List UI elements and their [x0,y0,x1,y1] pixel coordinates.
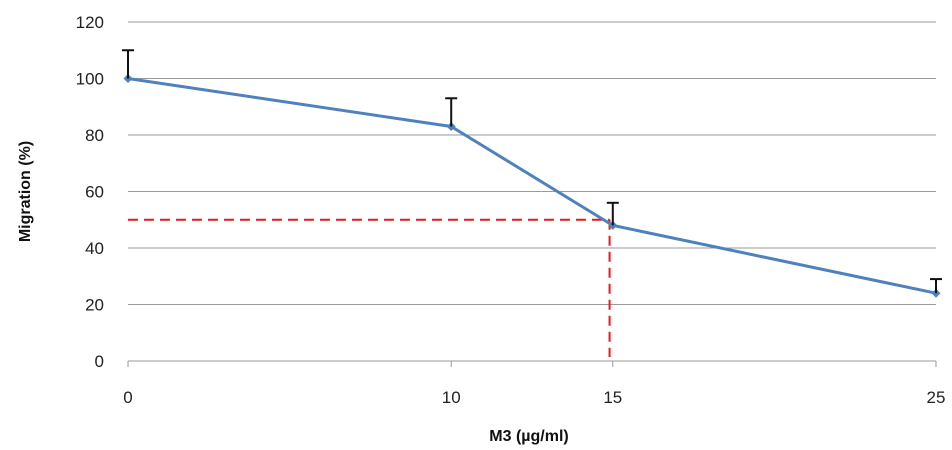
y-tick-label: 100 [76,70,104,89]
x-tick-label: 15 [603,388,622,407]
y-tick-label: 20 [85,296,104,315]
y-tick-label: 40 [85,239,104,258]
x-axis-ticks: 0 10 15 25 [123,361,945,407]
y-tick-label: 80 [85,126,104,145]
gridlines [128,21,936,305]
error-bars [122,49,942,294]
y-axis-title: Migration (%) [17,141,34,242]
x-tick-label: 0 [123,388,132,407]
x-tick-label: 25 [927,388,946,407]
y-tick-label: 0 [95,352,104,371]
y-tick-label: 60 [85,183,104,202]
x-axis-title: M3 (µg/ml) [489,428,568,445]
series-group [123,74,941,298]
y-tick-label: 120 [76,13,104,32]
series-line [127,77,937,295]
x-tick-label: 10 [442,388,461,407]
reference-lines [128,218,611,357]
y-axis-ticks: 0 20 40 60 80 100 120 [76,13,104,371]
